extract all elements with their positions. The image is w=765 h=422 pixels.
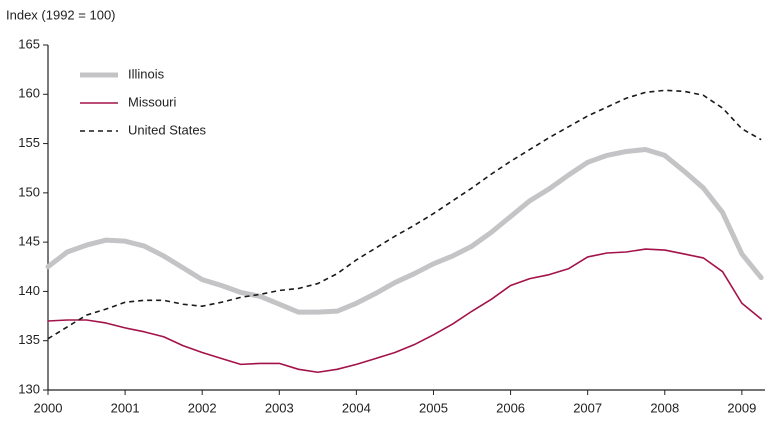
line-series — [47, 248, 762, 374]
y-tick-label: 135 — [18, 332, 40, 347]
legend-label: Illinois — [128, 66, 165, 81]
y-tick-label: 150 — [18, 184, 40, 199]
x-tick-label: 2009 — [727, 400, 756, 415]
x-tick-label: 2002 — [188, 400, 217, 415]
x-tick-label: 2004 — [342, 400, 371, 415]
legend-label: United States — [128, 122, 207, 137]
y-tick-label: 155 — [18, 135, 40, 150]
legend-label: Missouri — [128, 94, 177, 109]
x-tick-label: 2006 — [496, 400, 525, 415]
y-tick-label: 145 — [18, 234, 40, 249]
x-tick-label: 2007 — [573, 400, 602, 415]
y-tick-label: 165 — [18, 36, 40, 51]
x-tick-label: 2005 — [419, 400, 448, 415]
x-tick-label: 2008 — [650, 400, 679, 415]
y-tick-label: 130 — [18, 381, 40, 396]
x-tick-label: 2003 — [265, 400, 294, 415]
y-axis-label: Index (1992 = 100) — [6, 7, 116, 22]
line-series — [47, 89, 762, 340]
y-tick-label: 160 — [18, 86, 40, 101]
x-tick-label: 2001 — [111, 400, 140, 415]
line-series — [45, 146, 764, 315]
y-tick-label: 140 — [18, 283, 40, 298]
x-tick-label: 2000 — [34, 400, 63, 415]
